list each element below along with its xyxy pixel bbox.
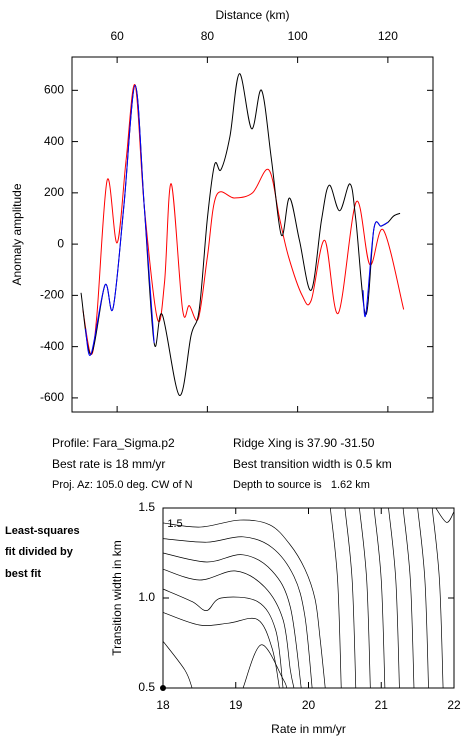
- y-tick-label: 1.5: [138, 500, 155, 514]
- x-tick-label: 100: [288, 29, 308, 43]
- best-fit-point: [160, 685, 166, 691]
- contour-line: [162, 568, 295, 689]
- x-tick-label: 60: [110, 29, 124, 43]
- y-tick-label: 200: [44, 185, 64, 199]
- info-text: Proj. Az: 105.0 deg. CW of N: [52, 479, 193, 491]
- y-tick-label: 0.5: [138, 680, 155, 694]
- info-text: Best rate is 18 mm/yr: [52, 457, 165, 471]
- contour-line: [431, 507, 444, 689]
- info-text: Best transition width is 0.5 km: [233, 457, 392, 471]
- x-tick-label: 120: [378, 29, 398, 43]
- contour-line: [162, 588, 284, 689]
- contour-line: [344, 507, 357, 689]
- y-axis-label: Transition width in km: [110, 540, 124, 656]
- y-tick-label: 400: [44, 134, 64, 148]
- y-tick-label: -600: [40, 390, 64, 404]
- contour-line: [388, 507, 400, 689]
- contour-line: [162, 536, 313, 689]
- info-text: Profile: Fara_Sigma.p2: [52, 436, 175, 450]
- y-axis-label: Anomaly amplitude: [10, 183, 24, 285]
- contour-line: [242, 644, 288, 689]
- plot-frame: [162, 507, 455, 689]
- contour-line: [329, 507, 342, 689]
- contour-line: [435, 507, 455, 523]
- x-tick-label: 21: [375, 698, 389, 712]
- x-axis-label: Rate in mm/yr: [271, 722, 346, 736]
- data-line: [85, 84, 389, 356]
- contour-line: [162, 612, 280, 689]
- y-tick-label: 0: [57, 236, 64, 250]
- y-tick-label: 1.0: [138, 590, 155, 604]
- x-axis-label: Distance (km): [215, 8, 289, 22]
- contour-line: [417, 507, 429, 689]
- x-tick-label: 19: [229, 698, 243, 712]
- contour-line: [359, 507, 371, 689]
- x-tick-label: 18: [156, 698, 170, 712]
- y-tick-label: 600: [44, 82, 64, 96]
- data-line: [80, 73, 401, 396]
- contour-line: [402, 507, 415, 689]
- x-tick-label: 20: [302, 698, 316, 712]
- info-text: Depth to source is 1.62 km: [233, 479, 370, 491]
- side-note: best fit: [5, 568, 41, 580]
- x-tick-label: 80: [201, 29, 215, 43]
- plot-frame: [71, 56, 434, 413]
- data-line: [82, 84, 405, 355]
- contour-label: 1.5: [167, 518, 182, 530]
- contour-line: [373, 507, 386, 689]
- x-tick-label: 22: [447, 698, 461, 712]
- info-text: Ridge Xing is 37.90 -31.50: [233, 436, 375, 450]
- side-note: Least-squares: [5, 525, 80, 537]
- contour-line: [162, 640, 193, 689]
- contour-line: [162, 552, 302, 689]
- y-tick-label: -400: [40, 339, 64, 353]
- side-note: fit divided by: [5, 546, 74, 558]
- contour-line: [162, 519, 326, 689]
- y-tick-label: -200: [40, 288, 64, 302]
